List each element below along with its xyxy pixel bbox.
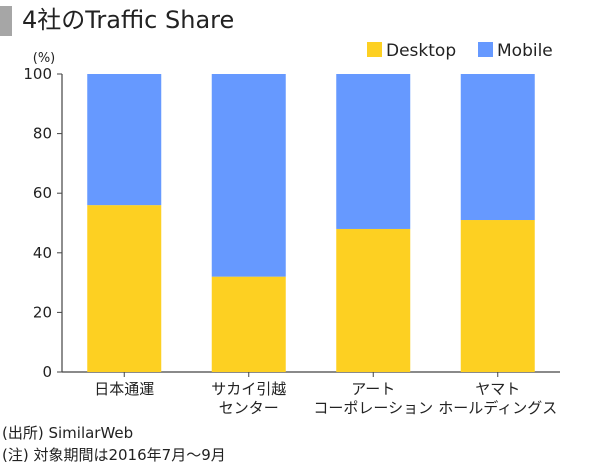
bars — [87, 74, 535, 372]
y-tick-label: 100 — [23, 65, 52, 83]
legend-swatch-desktop — [367, 42, 382, 57]
legend-label-desktop: Desktop — [386, 41, 456, 61]
category-label: ホールディングス — [438, 399, 557, 417]
source-note: (出所) SimilarWeb — [2, 424, 134, 442]
bar-mobile — [460, 74, 535, 221]
category-label: サカイ引越 — [211, 380, 286, 398]
period-note: (注) 対象期間は2016年7月〜9月 — [2, 446, 226, 464]
legend: Desktop Mobile — [367, 41, 553, 61]
y-tick-label: 0 — [42, 363, 52, 381]
axes: (%) 0 20 40 60 80 100 — [23, 51, 560, 381]
chart-title: 4社のTraffic Share — [22, 6, 235, 34]
y-tick-label: 60 — [33, 184, 52, 202]
category-label: センター — [219, 399, 279, 417]
bar-mobile — [211, 74, 286, 277]
category-label: ヤマト — [475, 380, 520, 398]
bar-desktop — [336, 228, 411, 372]
title-accent-bar — [0, 6, 12, 36]
legend-label-mobile: Mobile — [497, 41, 553, 61]
bar-mobile — [87, 74, 162, 206]
category-label: コーポレーション — [313, 399, 433, 417]
bar-mobile — [336, 74, 411, 229]
bar-desktop — [87, 205, 162, 372]
category-label: アート — [351, 380, 395, 398]
category-label: 日本通運 — [94, 380, 154, 398]
y-tick-label: 20 — [33, 303, 52, 321]
legend-swatch-mobile — [478, 42, 493, 57]
y-tick-label: 80 — [33, 125, 52, 143]
bar-desktop — [211, 276, 286, 372]
y-unit-label: (%) — [33, 51, 56, 66]
bar-desktop — [460, 220, 535, 372]
y-tick-label: 40 — [33, 244, 52, 262]
